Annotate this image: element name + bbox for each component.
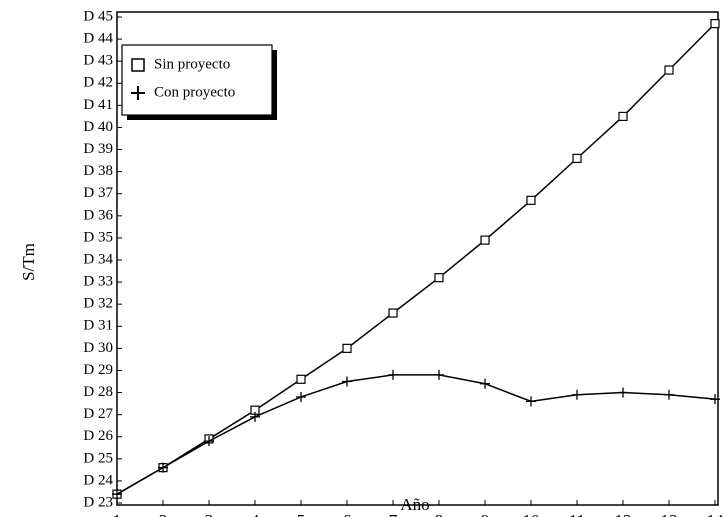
x-tick-label: 4 — [251, 511, 260, 517]
y-tick-label: D 31 — [83, 318, 113, 334]
y-tick-label: D 40 — [83, 119, 113, 135]
x-tick-label: 11 — [569, 511, 585, 517]
point — [342, 343, 352, 353]
x-tick-label: 8 — [435, 511, 444, 517]
point — [250, 411, 260, 422]
x-tick-label: 10 — [523, 511, 540, 517]
y-tick-label: D 25 — [83, 450, 113, 466]
x-tick-label: 2 — [159, 511, 168, 517]
y-tick-label: D 23 — [83, 494, 113, 510]
y-tick-label: D 45 — [83, 8, 113, 24]
x-tick-label: 9 — [481, 511, 490, 517]
point — [664, 65, 674, 75]
point — [480, 378, 490, 389]
point — [572, 389, 582, 400]
x-axis-title: Año — [400, 495, 429, 514]
x-tick-label: 12 — [615, 511, 632, 517]
legend-marker — [131, 86, 145, 100]
point — [526, 396, 536, 407]
y-tick-label: D 26 — [83, 428, 113, 444]
y-tick-label: D 37 — [83, 185, 113, 201]
legend-label: Sin proyecto — [154, 56, 230, 72]
x-tick-label: 6 — [343, 511, 352, 517]
x-tick-label: 1 — [113, 511, 122, 517]
point — [526, 195, 536, 205]
y-tick-label: D 41 — [83, 97, 113, 113]
plot-frame — [116, 11, 719, 506]
point — [296, 391, 306, 402]
y-tick-label: D 43 — [83, 53, 113, 69]
x-tick-label: 7 — [389, 511, 398, 517]
point — [710, 394, 720, 405]
point — [388, 308, 398, 318]
line — [116, 23, 716, 495]
point — [434, 273, 444, 283]
point — [296, 374, 306, 384]
x-tick-label: 13 — [661, 511, 678, 517]
y-tick-label: D 39 — [83, 141, 113, 157]
y-axis-title: S/Tm — [19, 243, 38, 281]
point — [342, 376, 352, 387]
y-tick-label: D 27 — [83, 406, 113, 422]
point — [158, 462, 168, 473]
point — [618, 111, 628, 122]
y-tick-label: D 34 — [83, 251, 113, 267]
y-tick-label: D 36 — [83, 207, 113, 223]
point — [572, 153, 582, 163]
y-tick-label: D 29 — [83, 362, 113, 378]
y-tick-label: D 42 — [83, 75, 113, 91]
y-tick-label: D 35 — [83, 229, 113, 245]
point — [388, 369, 398, 380]
point — [434, 369, 444, 380]
point — [710, 19, 720, 29]
y-tick-label: D 30 — [83, 340, 113, 356]
legend — [121, 44, 273, 116]
x-tick-label: 5 — [297, 511, 306, 517]
y-tick-label: D 24 — [83, 472, 113, 488]
y-tick-label: D 32 — [83, 296, 113, 312]
y-tick-label: D 33 — [83, 274, 113, 290]
y-tick-label: D 28 — [83, 384, 113, 400]
point — [480, 235, 490, 245]
legend-label: Con proyecto — [154, 84, 235, 100]
line — [116, 374, 716, 495]
legend-marker — [131, 58, 145, 72]
y-tick-label: D 44 — [83, 31, 113, 47]
x-tick-label: 3 — [205, 511, 214, 517]
point — [204, 436, 214, 447]
y-tick-label: D 38 — [83, 163, 113, 179]
point — [112, 489, 122, 500]
point — [664, 389, 674, 400]
point — [618, 387, 628, 398]
x-tick-label: 14 — [707, 511, 725, 517]
